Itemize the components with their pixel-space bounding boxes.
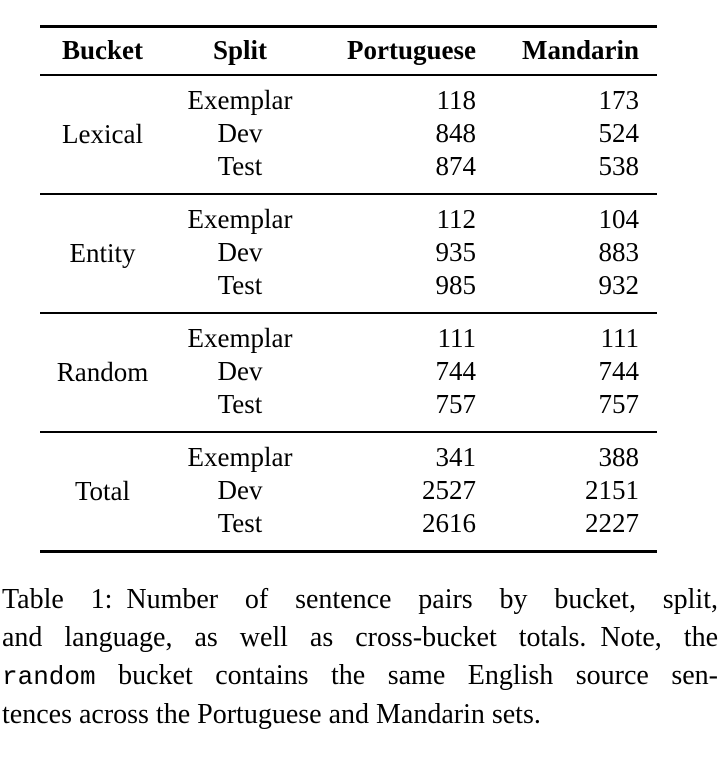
bucket-group: Entity Exemplar 112 104 Dev 935 883 Test 985 932 bbox=[40, 194, 657, 313]
table-row: Dev 2527 2151 bbox=[40, 474, 657, 507]
data-table: Bucket Split Portuguese Mandarin Lexical… bbox=[40, 25, 657, 553]
split-label: Exemplar bbox=[187, 322, 293, 353]
table-row: Random Exemplar 111 111 bbox=[40, 313, 657, 387]
table-caption: Table 1: Number of sentence pairs by buc… bbox=[2, 581, 718, 734]
mandarin-value: 104 bbox=[598, 203, 640, 234]
table-container: Bucket Split Portuguese Mandarin Lexical… bbox=[40, 25, 722, 553]
split-label: Exemplar bbox=[187, 84, 293, 115]
split-label: Dev bbox=[217, 117, 263, 148]
header-row: Bucket Split Portuguese Mandarin bbox=[40, 27, 657, 75]
table-row: Dev 935 883 bbox=[40, 236, 657, 269]
caption-line: random bucket contains the same English … bbox=[2, 657, 718, 696]
caption-mono-text: random bbox=[2, 661, 96, 692]
mandarin-value: 111 bbox=[600, 322, 640, 353]
column-header-portuguese: Portuguese bbox=[347, 35, 476, 66]
split-label: Test bbox=[217, 269, 263, 300]
portuguese-value: 2616 bbox=[422, 507, 476, 538]
mandarin-value: 757 bbox=[598, 388, 640, 419]
mandarin-value: 2227 bbox=[585, 507, 639, 538]
caption-text: bucket contains the same English source … bbox=[95, 659, 718, 691]
split-label: Exemplar bbox=[187, 441, 293, 472]
table-row: Test 985 932 bbox=[40, 269, 657, 313]
portuguese-value: 341 bbox=[435, 441, 477, 472]
portuguese-value: 874 bbox=[435, 150, 477, 181]
split-label: Test bbox=[217, 150, 263, 181]
mandarin-value: 744 bbox=[598, 355, 640, 386]
table-row: Lexical Exemplar 118 173 bbox=[40, 75, 657, 149]
mandarin-value: 932 bbox=[598, 269, 640, 300]
mandarin-value: 883 bbox=[598, 236, 640, 267]
column-header-mandarin: Mandarin bbox=[521, 35, 639, 66]
split-label: Exemplar bbox=[187, 203, 293, 234]
split-label: Test bbox=[217, 507, 263, 538]
mandarin-value: 173 bbox=[598, 84, 640, 115]
portuguese-value: 744 bbox=[435, 355, 477, 386]
bucket-label: Entity bbox=[69, 237, 136, 268]
caption-line: Table 1: Number of sentence pairs by buc… bbox=[2, 581, 718, 619]
split-label: Test bbox=[217, 388, 263, 419]
mandarin-value: 388 bbox=[598, 441, 640, 472]
table-header: Bucket Split Portuguese Mandarin bbox=[40, 26, 657, 75]
bucket-label: Total bbox=[74, 475, 131, 506]
caption-text: tences across the Portuguese and Mandari… bbox=[2, 698, 541, 730]
table-row: Dev 744 744 bbox=[40, 355, 657, 388]
table-row: Total Exemplar 341 388 bbox=[40, 432, 657, 506]
portuguese-value: 935 bbox=[435, 236, 477, 267]
mandarin-value: 524 bbox=[598, 117, 640, 148]
split-label: Dev bbox=[217, 236, 263, 267]
caption-line: and language, as well as cross-bucket to… bbox=[2, 619, 718, 657]
portuguese-value: 2527 bbox=[422, 474, 476, 505]
mandarin-value: 538 bbox=[598, 150, 640, 181]
portuguese-value: 118 bbox=[436, 84, 477, 115]
portuguese-value: 112 bbox=[436, 203, 477, 234]
bucket-group: Total Exemplar 341 388 Dev 2527 2151 Test 2616 22… bbox=[40, 432, 657, 552]
bucket-label: Lexical bbox=[62, 118, 143, 149]
mandarin-value: 2151 bbox=[585, 474, 639, 505]
caption-line: tences across the Portuguese and Mandari… bbox=[2, 696, 718, 734]
portuguese-value: 848 bbox=[435, 117, 477, 148]
bucket-group: Lexical Exemplar 118 173 Dev 848 524 Test 874 538 bbox=[40, 75, 657, 194]
split-label: Dev bbox=[217, 355, 263, 386]
caption-text: Table 1: Number of sentence pairs by buc… bbox=[2, 583, 718, 615]
bucket-label: Random bbox=[56, 356, 149, 387]
table-row: Test 2616 2227 bbox=[40, 507, 657, 552]
portuguese-value: 985 bbox=[435, 269, 477, 300]
table-row: Dev 848 524 bbox=[40, 117, 657, 150]
table-row: Entity Exemplar 112 104 bbox=[40, 194, 657, 268]
column-header-bucket: Bucket bbox=[62, 35, 143, 66]
caption-text: and language, as well as cross-bucket to… bbox=[2, 621, 718, 653]
column-header-split: Split bbox=[212, 35, 268, 66]
table-row: Test 757 757 bbox=[40, 388, 657, 432]
split-label: Dev bbox=[217, 474, 263, 505]
table-row: Test 874 538 bbox=[40, 150, 657, 194]
bucket-group: Random Exemplar 111 111 Dev 744 744 Test 757 757 bbox=[40, 313, 657, 432]
portuguese-value: 111 bbox=[437, 322, 477, 353]
portuguese-value: 757 bbox=[435, 388, 477, 419]
